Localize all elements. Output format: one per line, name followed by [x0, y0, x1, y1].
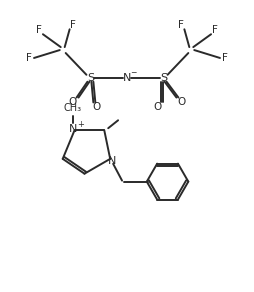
Text: F: F	[179, 20, 184, 30]
Text: F: F	[36, 25, 42, 35]
Text: F: F	[212, 25, 218, 35]
Text: CH₃: CH₃	[64, 103, 82, 113]
Text: +: +	[77, 120, 84, 129]
Text: S: S	[87, 73, 94, 83]
Text: S: S	[160, 73, 167, 83]
Text: −: −	[130, 68, 136, 77]
Text: F: F	[26, 53, 32, 63]
Text: O: O	[92, 102, 101, 112]
Text: O: O	[153, 102, 162, 112]
Text: N: N	[108, 156, 116, 166]
Text: F: F	[70, 20, 75, 30]
Text: N: N	[68, 124, 77, 134]
Text: O: O	[69, 98, 77, 107]
Text: F: F	[222, 53, 228, 63]
Text: N: N	[123, 73, 131, 83]
Text: O: O	[177, 98, 185, 107]
